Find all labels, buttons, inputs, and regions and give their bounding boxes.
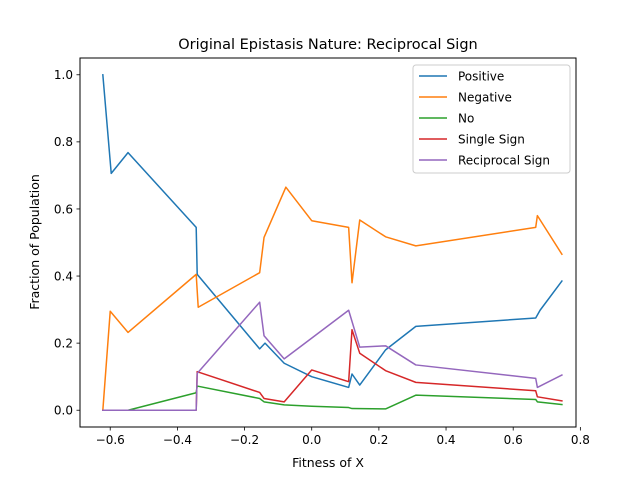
y-tick-label: 0.2 (54, 336, 73, 350)
series-lines (102, 73, 563, 412)
plot-frame (79, 57, 577, 428)
x-axis-label: Fitness of X (292, 455, 364, 470)
series-line-negative (102, 186, 563, 412)
x-tick-label: 0.4 (436, 433, 455, 447)
x-tick-label: −0.4 (163, 433, 192, 447)
y-axis-label: Fraction of Population (27, 174, 42, 310)
series-line-single-sign (102, 328, 563, 411)
x-tick-label: −0.2 (230, 433, 259, 447)
y-tick-label: 0.8 (54, 135, 73, 149)
legend-label-no: No (458, 112, 474, 126)
y-tick-label: 0.4 (54, 269, 73, 283)
x-tick-label: 0.0 (302, 433, 321, 447)
legend: Positive Negative No Single Sign Reciprocal … (412, 64, 571, 174)
y-tick-label: 0.0 (54, 404, 73, 418)
legend-frame (412, 64, 571, 174)
x-tick-label: 0.8 (571, 433, 590, 447)
legend-label-single-sign: Single Sign (458, 133, 525, 147)
series-line-reciprocal-sign (102, 301, 563, 411)
legend-items: Positive Negative No Single Sign Reciprocal … (419, 70, 550, 168)
series-line-no (102, 385, 563, 411)
chart-title: Original Epistasis Nature: Reciprocal Si… (178, 37, 477, 53)
x-axis-ticks: −0.6 −0.4 −0.2 0.0 0.2 0.4 0.6 0.8 (96, 427, 590, 447)
x-tick-label: 0.6 (504, 433, 523, 447)
y-tick-label: 1.0 (54, 68, 73, 82)
legend-label-positive: Positive (458, 70, 504, 84)
legend-label-negative: Negative (458, 91, 512, 105)
y-axis-ticks: 0.0 0.2 0.4 0.6 0.8 1.0 (54, 68, 80, 418)
legend-label-reciprocal-sign: Reciprocal Sign (458, 154, 550, 168)
x-tick-label: 0.2 (369, 433, 388, 447)
x-tick-label: −0.6 (96, 433, 125, 447)
series-line-positive (102, 73, 563, 389)
y-tick-label: 0.6 (54, 202, 73, 216)
